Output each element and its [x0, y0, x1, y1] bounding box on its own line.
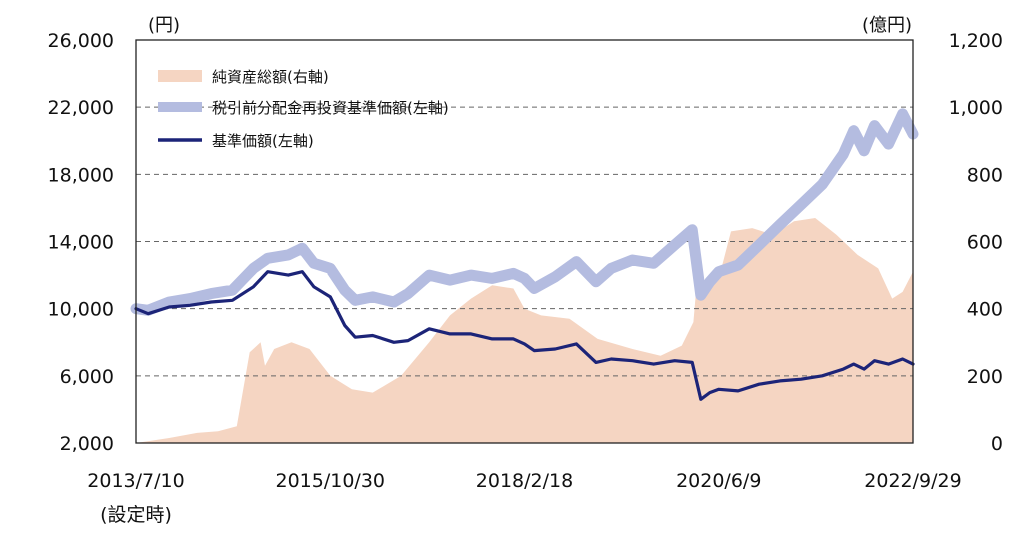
legend-label-reinvested-nav: 税引前分配金再投資基準価額(左軸): [212, 99, 449, 117]
right-tick-label: 0: [991, 433, 1003, 455]
right-tick-label: 1,200: [949, 30, 1003, 52]
left-axis-unit: (円): [148, 15, 180, 36]
series-line-nav: [134, 270, 915, 401]
x-tick-label: 2020/6/9: [676, 470, 761, 492]
right-tick-label: 600: [967, 232, 1003, 254]
legend-label-net-assets: 純資産総額(右軸): [212, 68, 329, 86]
right-axis-unit: (億円): [862, 15, 912, 36]
legend: 純資産総額(右軸) 税引前分配金再投資基準価額(左軸) 基準価額(左軸): [158, 68, 449, 150]
left-tick-label: 18,000: [48, 164, 114, 186]
left-axis-ticks: 26,000 22,000 18,000 14,000 10,000 6,000 2,000: [48, 30, 114, 455]
legend-swatch-net-assets: [158, 70, 202, 82]
left-tick-label: 10,000: [48, 299, 114, 321]
x-axis-ticks: 2013/7/10 (設定時) 2015/10/30 2018/2/18 2020/6/…: [87, 470, 961, 526]
line-layer: [130, 108, 919, 401]
right-axis-ticks: 1,200 1,000 800 600 400 200 0: [949, 30, 1003, 455]
series-line-reinvested-nav: [130, 108, 919, 316]
left-tick-label: 14,000: [48, 232, 114, 254]
x-tick-label: 2018/2/18: [476, 470, 573, 492]
right-tick-label: 800: [967, 164, 1003, 186]
x-tick-sublabel: (設定時): [100, 504, 172, 526]
nav-area-layer: [136, 218, 913, 443]
x-tick-label: 2022/9/29: [864, 470, 961, 492]
left-tick-label: 2,000: [60, 433, 114, 455]
series-area-net-assets: [136, 218, 913, 443]
left-tick-label: 6,000: [60, 366, 114, 388]
plot-frame: [135, 39, 914, 444]
right-tick-label: 400: [967, 299, 1003, 321]
left-tick-label: 26,000: [48, 30, 114, 52]
right-tick-label: 200: [967, 366, 1003, 388]
x-tick-label: 2015/10/30: [275, 470, 385, 492]
right-tick-label: 1,000: [949, 97, 1003, 119]
legend-label-nav: 基準価額(左軸): [212, 132, 314, 150]
left-tick-label: 22,000: [48, 97, 114, 119]
grid-layer: [136, 106, 913, 377]
x-tick-label: 2013/7/10: [87, 470, 184, 492]
